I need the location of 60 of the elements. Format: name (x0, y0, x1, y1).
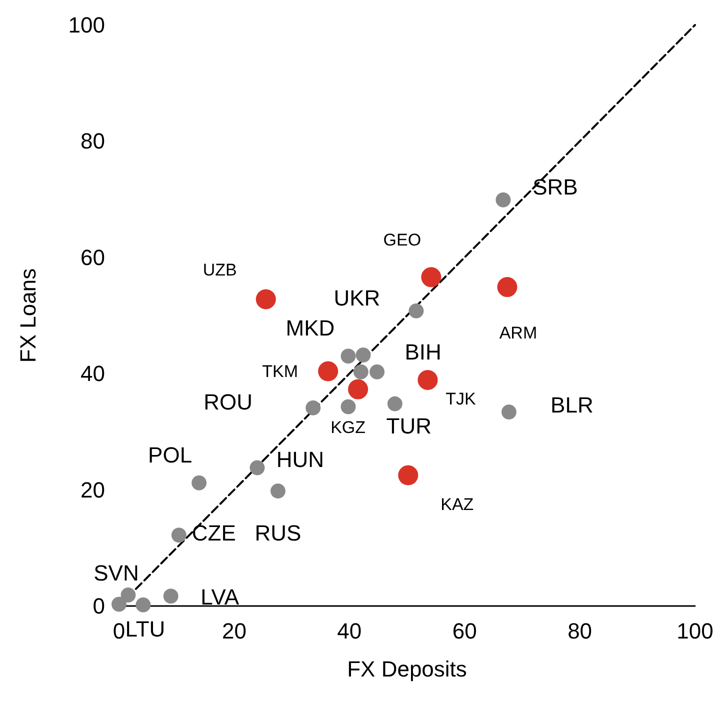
point (353, 364, 368, 380)
y-tick-label: 40 (80, 361, 105, 386)
y-tick-label: 0 (92, 594, 105, 618)
annotation: SRB (532, 174, 578, 200)
point (348, 379, 368, 400)
x-tick-label: 40 (337, 618, 362, 644)
annotation: MKD (286, 316, 335, 341)
x-tick-label: 20 (222, 618, 246, 644)
annotation: SVN (94, 560, 139, 586)
annotation: LVA (200, 584, 240, 610)
y-tick-label: 20 (80, 477, 105, 502)
point (250, 460, 265, 476)
point (120, 587, 136, 602)
point (163, 588, 178, 604)
x-tick-label: 80 (568, 618, 592, 644)
annotation: BIH (404, 339, 442, 364)
point (370, 364, 385, 380)
annotation: KGZ (330, 418, 366, 437)
point (112, 596, 126, 612)
annotation: HUN (276, 447, 324, 472)
point (306, 400, 321, 416)
point (501, 404, 516, 420)
point (421, 267, 442, 288)
point (340, 399, 356, 414)
point (192, 475, 207, 490)
point (497, 277, 518, 298)
y-tick-label: 100 (68, 12, 105, 38)
point (356, 348, 371, 363)
annotation: LTU (125, 616, 166, 642)
annotation: GEO (383, 230, 422, 250)
y-tick-label: 60 (80, 244, 105, 270)
annotation: TUR (386, 413, 432, 438)
point (256, 289, 276, 310)
x-tick-label: 0 (112, 618, 126, 644)
point (340, 348, 356, 364)
x-tick-label: 60 (452, 618, 477, 644)
point (270, 483, 286, 498)
annotation: TJK (446, 389, 477, 408)
point (171, 528, 186, 543)
annotation: ROU (204, 389, 253, 414)
annotation: TKM (262, 362, 298, 381)
annotation: RUS (254, 520, 302, 546)
annotation: UZB (202, 260, 237, 280)
point (136, 597, 151, 612)
annotation: BLR (550, 392, 594, 418)
annotation: CZE (192, 520, 236, 546)
point (408, 303, 424, 318)
point (318, 361, 338, 382)
annotation: POL (148, 442, 192, 468)
x-tick-label: 100 (676, 618, 714, 644)
annotation: ARM (499, 324, 538, 343)
x-axis-title: FX Deposits (347, 656, 467, 682)
point (496, 192, 511, 208)
annotation: KAZ (440, 494, 474, 514)
y-tick-label: 80 (80, 128, 105, 154)
point (387, 396, 402, 412)
y-axis-title: FX Loans (16, 268, 40, 363)
point (398, 465, 418, 486)
annotation: UKR (334, 285, 380, 310)
point (418, 370, 438, 390)
